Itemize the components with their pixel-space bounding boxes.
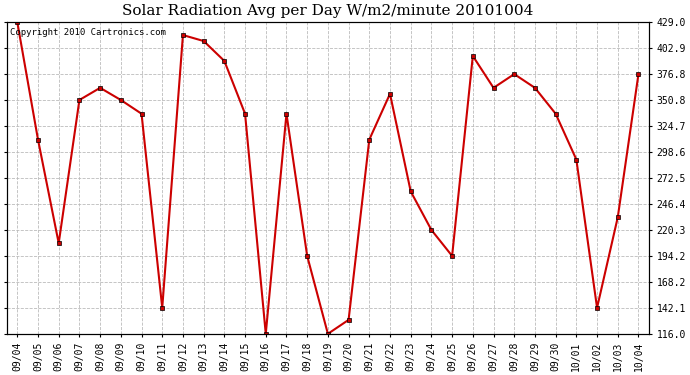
Title: Solar Radiation Avg per Day W/m2/minute 20101004: Solar Radiation Avg per Day W/m2/minute … [122, 4, 533, 18]
Text: Copyright 2010 Cartronics.com: Copyright 2010 Cartronics.com [10, 28, 166, 38]
